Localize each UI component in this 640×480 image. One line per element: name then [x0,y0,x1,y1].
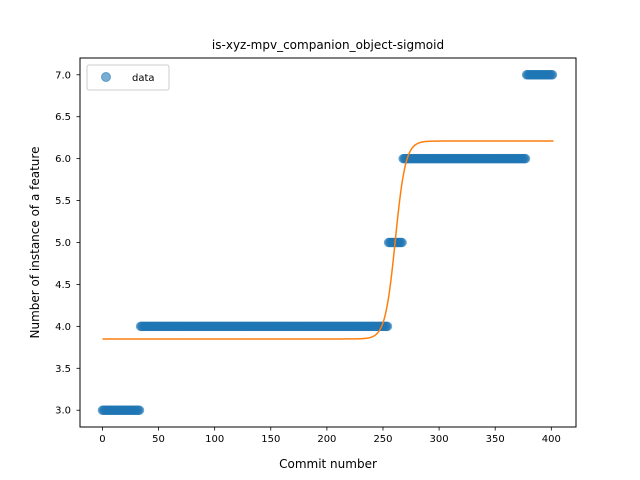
x-tick-label: 400 [542,434,561,445]
y-tick-label: 4.5 [55,280,71,291]
y-tick-label: 5.0 [55,238,71,249]
legend-label-data: data [132,73,155,84]
y-tick-label: 3.0 [55,406,71,417]
chart-title: is-xyz-mpv_companion_object-sigmoid [212,38,444,52]
y-tick-label: 5.5 [55,196,71,207]
y-axis-label: Number of instance of a feature [28,147,42,339]
x-tick-label: 0 [99,434,105,445]
x-tick-label: 300 [430,434,449,445]
y-tick-label: 7.0 [55,70,71,81]
y-tick-label: 3.5 [55,364,71,375]
data-point [547,70,558,80]
y-tick-label: 6.5 [55,112,71,123]
plot-frame [79,57,577,428]
x-tick-label: 150 [261,434,280,445]
x-tick-label: 250 [373,434,392,445]
data-point [520,153,531,164]
y-tick-label: 6.0 [55,154,71,165]
x-axis-ticks: 0 50 100 150 200 250 300 350 400 [99,427,561,445]
data-point [382,321,393,332]
sigmoid-fit-line [102,140,554,340]
x-tick-label: 50 [152,434,165,445]
legend-marker-data [101,72,111,82]
legend: data [86,64,170,91]
x-tick-label: 200 [317,434,336,445]
x-axis-label: Commit number [279,457,377,471]
data-point [134,405,145,415]
data-point [397,237,407,248]
plot-data-layer [97,70,558,415]
legend-box [86,64,170,91]
y-tick-label: 4.0 [55,322,71,333]
x-tick-label: 100 [205,434,224,445]
y-axis-ticks: 3.0 3.5 4.0 4.5 5.0 5.5 6.0 6.5 7.0 [55,70,80,417]
x-tick-label: 350 [486,434,505,445]
